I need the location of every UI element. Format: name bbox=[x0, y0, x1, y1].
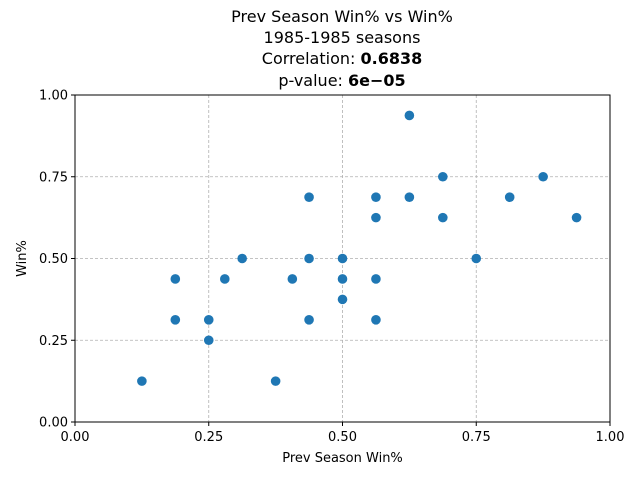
data-point bbox=[438, 212, 448, 223]
data-point bbox=[203, 315, 214, 325]
y-tick-label: 0.25 bbox=[39, 334, 68, 349]
data-point bbox=[404, 192, 415, 202]
data-point bbox=[203, 335, 214, 346]
correlation-line: Correlation: 0.6838 bbox=[262, 49, 422, 68]
y-axis-ticks: 0.00 0.25 0.50 0.75 1.00 bbox=[39, 89, 75, 431]
y-axis-label: Win% bbox=[15, 240, 30, 277]
data-point bbox=[270, 376, 281, 386]
data-point bbox=[404, 110, 415, 121]
data-point bbox=[471, 253, 482, 264]
data-point bbox=[371, 274, 381, 284]
data-point bbox=[538, 171, 548, 182]
data-point bbox=[287, 274, 298, 284]
chart-subtitle: 1985-1985 seasons bbox=[263, 28, 421, 47]
data-point bbox=[504, 192, 515, 202]
x-tick-label: 0.50 bbox=[328, 430, 357, 445]
pvalue-value: 6e−05 bbox=[348, 71, 406, 90]
y-tick-label: 0.50 bbox=[39, 252, 68, 267]
correlation-label: Correlation: bbox=[261, 49, 356, 68]
y-tick-label: 0.00 bbox=[39, 416, 68, 431]
data-point bbox=[571, 212, 582, 223]
y-tick-label: 1.00 bbox=[39, 89, 68, 104]
data-point bbox=[137, 376, 147, 386]
data-point bbox=[304, 192, 314, 202]
x-tick-label: 1.00 bbox=[596, 430, 625, 445]
y-tick-label: 0.75 bbox=[39, 170, 68, 185]
x-tick-label: 0.25 bbox=[194, 430, 223, 445]
correlation-value: 0.6838 bbox=[360, 49, 423, 68]
x-tick-label: 0.00 bbox=[61, 430, 90, 445]
x-axis-label: Prev Season Win% bbox=[282, 451, 403, 466]
x-axis-ticks: 0.00 0.25 0.50 0.75 1.00 bbox=[61, 422, 625, 445]
data-point bbox=[170, 315, 181, 325]
data-point bbox=[170, 274, 181, 284]
data-point bbox=[220, 274, 230, 284]
data-point bbox=[337, 294, 348, 305]
data-points bbox=[137, 110, 582, 386]
data-point bbox=[371, 192, 381, 202]
data-point bbox=[337, 253, 348, 264]
data-point bbox=[237, 253, 247, 264]
chart-title: Prev Season Win% vs Win% bbox=[231, 7, 453, 26]
data-point bbox=[337, 274, 348, 284]
x-tick-label: 0.75 bbox=[462, 430, 491, 445]
pvalue-line: p-value: 6e−05 bbox=[278, 71, 405, 90]
pvalue-label: p-value: bbox=[278, 71, 343, 90]
data-point bbox=[304, 253, 314, 264]
data-point bbox=[371, 315, 381, 325]
data-point bbox=[438, 171, 448, 182]
data-point bbox=[304, 315, 314, 325]
data-point bbox=[371, 212, 381, 223]
